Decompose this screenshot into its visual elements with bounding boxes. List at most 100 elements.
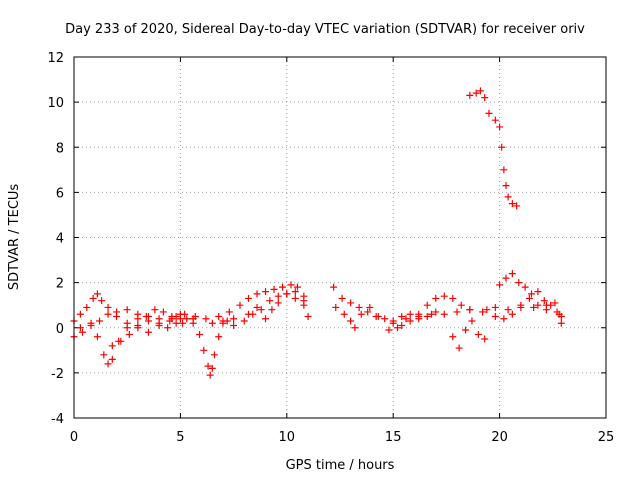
data-point: [332, 303, 340, 311]
data-series-arc-6: [191, 281, 308, 323]
data-point: [364, 308, 372, 316]
data-point: [528, 290, 536, 298]
data-series-arc-10: [332, 303, 401, 334]
data-point: [270, 285, 278, 293]
data-point: [547, 301, 555, 309]
data-point: [104, 360, 112, 368]
data-series-arc-2: [70, 315, 184, 368]
data-point: [502, 182, 510, 190]
data-point: [123, 319, 131, 327]
data-point: [340, 310, 348, 318]
data-point: [104, 310, 112, 318]
data-point: [491, 116, 499, 124]
data-point: [338, 294, 346, 302]
data-series-arc-15: [496, 270, 565, 327]
data-point: [215, 333, 223, 341]
data-point: [500, 166, 508, 174]
data-point: [215, 312, 223, 320]
data-point: [472, 89, 480, 97]
data-point: [274, 292, 282, 300]
data-point: [219, 317, 227, 325]
data-point: [440, 292, 448, 300]
data-point: [347, 299, 355, 307]
data-point: [204, 362, 212, 370]
data-point: [257, 306, 265, 314]
data-point: [498, 143, 506, 151]
data-point: [196, 331, 204, 339]
data-point: [283, 290, 291, 298]
data-point: [513, 202, 521, 210]
data-point: [83, 303, 91, 311]
data-point: [462, 326, 470, 334]
data-point: [423, 301, 431, 309]
data-point: [279, 283, 287, 291]
data-point: [191, 312, 199, 320]
data-point: [496, 123, 504, 131]
data-point: [134, 321, 142, 329]
data-point: [291, 288, 299, 296]
data-point: [96, 317, 104, 325]
data-point: [108, 355, 116, 363]
data-point: [508, 200, 516, 208]
data-point: [230, 321, 238, 329]
y-tick-label: -4: [51, 412, 64, 427]
data-point: [155, 321, 163, 329]
data-point: [504, 306, 512, 314]
y-tick-label: 8: [56, 141, 64, 156]
data-point: [351, 324, 359, 332]
data-series-arc-1: [70, 290, 189, 325]
data-point: [151, 306, 159, 314]
y-tick-label: 6: [56, 186, 64, 201]
data-point: [123, 306, 131, 314]
data-point: [423, 312, 431, 320]
data-point: [104, 303, 112, 311]
y-tick-label: 10: [47, 96, 64, 111]
data-points: [70, 87, 565, 379]
x-tick-label: 15: [385, 430, 402, 445]
data-point: [504, 193, 512, 201]
chart-title: Day 233 of 2020, Sidereal Day-to-day VTE…: [65, 22, 585, 37]
data-point: [502, 274, 510, 282]
data-point: [164, 324, 172, 332]
data-point: [440, 310, 448, 318]
data-point: [93, 333, 101, 341]
data-point: [557, 319, 565, 327]
data-series-arc-9: [330, 283, 440, 325]
data-point: [389, 319, 397, 327]
data-point: [244, 294, 252, 302]
data-point: [144, 328, 152, 336]
data-point: [144, 317, 152, 325]
data-point: [206, 371, 214, 379]
data-point: [134, 315, 142, 323]
data-series-arc-5: [189, 315, 238, 379]
data-point: [244, 310, 252, 318]
data-point: [142, 312, 150, 320]
data-point: [534, 301, 542, 309]
data-point: [428, 310, 436, 318]
data-point: [449, 333, 457, 341]
x-axis-label: GPS time / hours: [286, 458, 395, 473]
data-point: [398, 312, 406, 320]
data-point: [300, 297, 308, 305]
y-axis-label: SDTVAR / TECUs: [7, 184, 22, 291]
data-series-arc-4: [108, 306, 197, 350]
data-series-arc-12: [402, 301, 563, 323]
data-point: [530, 303, 538, 311]
data-point: [453, 308, 461, 316]
data-point: [534, 288, 542, 296]
x-tick-label: 10: [279, 430, 296, 445]
data-point: [432, 294, 440, 302]
y-tick-label: 2: [56, 277, 64, 292]
data-point: [479, 308, 487, 316]
data-point: [108, 342, 116, 350]
data-series-arc-8: [244, 288, 308, 323]
data-point: [347, 317, 355, 325]
data-point: [202, 315, 210, 323]
data-point: [262, 288, 270, 296]
data-point: [557, 312, 565, 320]
y-tick-label: 4: [56, 232, 64, 247]
data-point: [76, 324, 84, 332]
data-point: [79, 328, 87, 336]
plot-frame: [73, 56, 607, 419]
